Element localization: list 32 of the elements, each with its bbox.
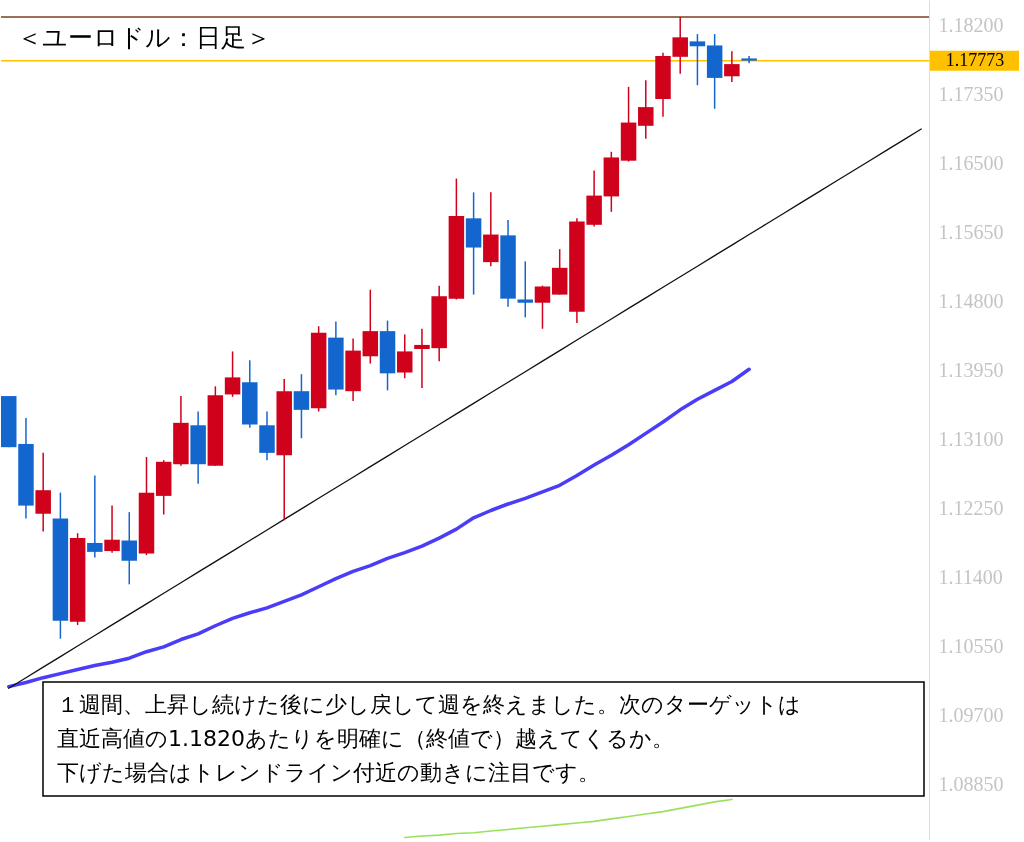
candlestick — [689, 33, 706, 86]
y-tick-label: 1.15650 — [938, 221, 1004, 244]
y-tick-label: 1.13950 — [938, 359, 1004, 382]
y-tick-label: 1.10550 — [938, 635, 1004, 658]
annotation: 下げた場合はトレンドライン付近の動きに注目です。 — [57, 760, 600, 785]
candlestick — [104, 504, 120, 554]
line-series — [8, 128, 922, 689]
line-series — [403, 798, 733, 839]
y-tick-label: 1.11400 — [938, 566, 1003, 589]
candlestick — [517, 260, 534, 319]
candlestick — [224, 350, 241, 398]
y-tick-label: 1.14800 — [938, 290, 1004, 313]
ref-line-label: 1.17773 — [945, 49, 1005, 70]
y-tick-label: 1.13100 — [938, 428, 1004, 451]
y-tick-label: 1.09700 — [938, 704, 1004, 727]
candlestick — [121, 511, 138, 586]
candlestick — [638, 79, 654, 140]
line-series — [7, 367, 751, 689]
annotation: 直近高値の1.1820あたりを明確に（終値で）越えてくるか。 — [57, 726, 674, 751]
candlestick — [724, 50, 740, 83]
y-tick-label: 1.18200 — [938, 14, 1004, 37]
y-tick-label: 1.16500 — [938, 152, 1004, 175]
candlestick — [396, 333, 413, 379]
y-tick-label: 1.17350 — [938, 83, 1004, 106]
candlestick — [35, 452, 51, 533]
y-tick-label: 1.12250 — [938, 497, 1004, 520]
candlestick — [87, 474, 103, 559]
annotation: １週間、上昇し続けた後に少し戻して週を終えました。次のターゲットは — [57, 692, 801, 717]
y-tick-label: 1.08850 — [938, 773, 1004, 796]
candlestick — [534, 284, 551, 330]
text: ＜ユーロドル：日足＞ — [17, 23, 271, 52]
candlestick — [293, 373, 310, 440]
